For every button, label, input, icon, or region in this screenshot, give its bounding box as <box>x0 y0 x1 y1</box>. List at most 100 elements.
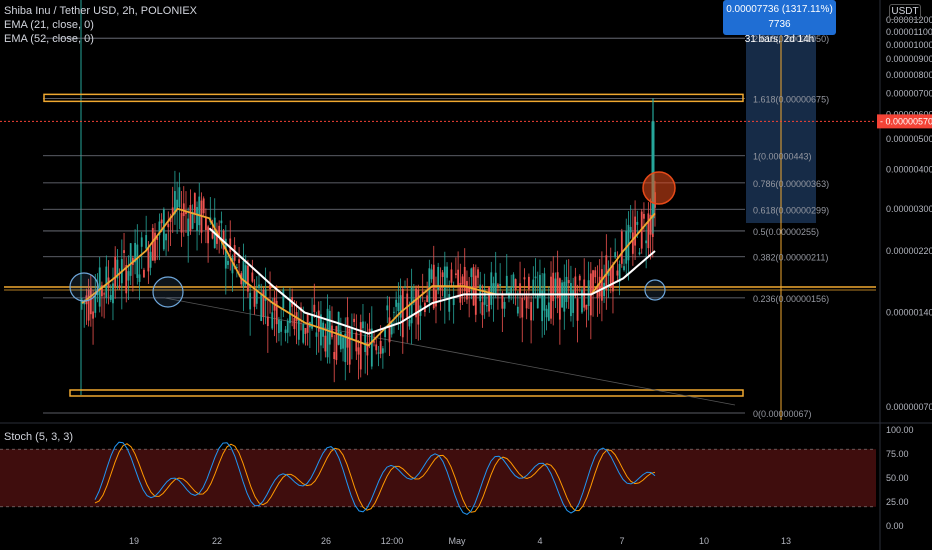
candle-body <box>149 251 152 268</box>
spike-body <box>651 121 655 219</box>
candle-body <box>612 265 614 292</box>
candle-body <box>636 221 639 225</box>
candle-body <box>472 267 475 306</box>
candle-body <box>244 265 247 285</box>
candle-body <box>388 317 391 343</box>
candle-body <box>470 268 473 278</box>
candle-body <box>103 293 106 295</box>
candle-body <box>368 328 371 333</box>
candle-body <box>227 260 229 265</box>
candle-body <box>171 207 174 216</box>
orange-zone-lower <box>69 389 744 397</box>
candle-body <box>404 286 406 288</box>
time-tick-label: 19 <box>129 536 139 546</box>
candle-body <box>459 282 462 303</box>
candle-body <box>565 276 568 302</box>
candle-body <box>399 295 402 318</box>
candle-body <box>112 283 114 304</box>
fib-label: 0.382(0.00000211) <box>753 253 828 263</box>
candle-body <box>204 217 207 230</box>
candle-body <box>295 312 298 322</box>
candle-body <box>297 319 300 340</box>
candle-body <box>366 342 369 356</box>
candle-body <box>362 321 364 329</box>
candle-body <box>439 285 442 291</box>
candle-body <box>532 279 535 296</box>
candle-body <box>508 292 510 299</box>
candle-body <box>242 260 245 287</box>
highlight-circle-1 <box>69 272 99 302</box>
candle-body <box>492 283 495 296</box>
candle-body <box>211 228 214 239</box>
candle-body <box>351 327 353 340</box>
candle-body <box>156 236 159 240</box>
candle-body <box>457 269 460 286</box>
candle-body <box>441 272 444 278</box>
candle-body <box>193 193 196 214</box>
candle-body <box>550 276 552 319</box>
currency-badge[interactable]: USDT <box>889 4 921 20</box>
candle-body <box>556 272 559 299</box>
stoch-legend: Stoch (5, 3, 3) <box>4 431 74 443</box>
candle-body <box>592 270 594 294</box>
candle-body <box>395 299 398 307</box>
candle-body <box>393 311 395 313</box>
candles <box>81 170 656 383</box>
price-tick-label: 0.00000300 <box>886 204 932 214</box>
highlight-circle-3 <box>644 279 666 301</box>
candle-body <box>165 233 167 241</box>
candle-body <box>417 289 420 325</box>
candle-body <box>530 302 533 321</box>
price-tick-label: 0.00000900 <box>886 54 932 64</box>
candle-body <box>160 219 163 224</box>
candle-body <box>320 314 322 346</box>
candle-body <box>397 302 400 311</box>
candle-body <box>503 301 506 309</box>
candle-body <box>649 214 652 235</box>
candle-body <box>516 306 519 314</box>
measure-tooltip: 0.00007736 (1317.11%) 7736 31 bars, 2d 1… <box>723 0 836 45</box>
ema21-legend: EMA (21, close, 0) <box>4 19 94 31</box>
fib-label: 0.618(0.00000299) <box>753 205 829 215</box>
candle-body <box>284 329 287 334</box>
candle-body <box>116 259 119 279</box>
candle-body <box>123 250 125 253</box>
candle-body <box>512 274 515 288</box>
time-tick-label: 12:00 <box>381 536 404 546</box>
candle-body <box>421 291 424 294</box>
candle-body <box>543 273 546 311</box>
candle-body <box>623 266 625 271</box>
fib-label: 0.786(0.00000363) <box>753 179 829 189</box>
candle-body <box>229 238 232 252</box>
candle-body <box>523 277 526 280</box>
candle-body <box>514 279 517 290</box>
candle-body <box>485 305 488 307</box>
candle-body <box>98 267 101 307</box>
candle-body <box>598 276 601 297</box>
candle-body <box>293 318 296 330</box>
candle-body <box>174 191 176 215</box>
candle-body <box>251 272 254 282</box>
stoch-band <box>0 449 876 507</box>
candle-body <box>339 331 342 350</box>
candle-body <box>452 296 455 306</box>
ema52-legend: EMA (52, close, 0) <box>4 33 94 45</box>
current-price-label: - 0.00000570 <box>880 116 932 126</box>
candle-body <box>643 213 645 219</box>
candle-body <box>140 237 143 247</box>
candle-body <box>547 302 550 321</box>
candle-body <box>158 221 161 236</box>
candle-body <box>94 295 97 313</box>
candle-body <box>627 224 630 261</box>
candle-body <box>563 281 566 312</box>
candle-body <box>539 274 541 297</box>
candle-body <box>609 267 612 288</box>
candle-body <box>454 273 457 276</box>
candle-body <box>151 228 154 261</box>
candle-body <box>483 289 486 305</box>
candle-body <box>620 231 623 264</box>
candle-body <box>275 300 278 325</box>
candle-body <box>220 220 223 224</box>
stoch-k-line <box>94 441 656 515</box>
